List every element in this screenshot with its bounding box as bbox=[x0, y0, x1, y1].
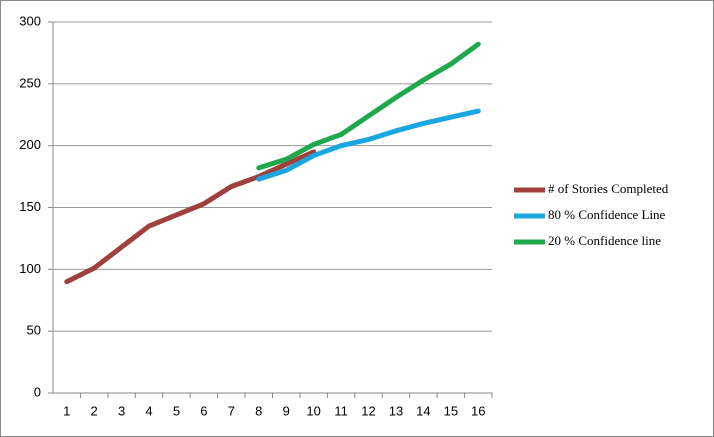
x-tick-label: 6 bbox=[200, 403, 207, 418]
x-tick-label: 10 bbox=[306, 403, 320, 418]
x-tick-label: 13 bbox=[389, 403, 403, 418]
legend-label: 20 % Confidence line bbox=[548, 233, 661, 248]
x-tick-label: 15 bbox=[444, 403, 458, 418]
series-line bbox=[256, 41, 481, 171]
x-tick-label: 3 bbox=[118, 403, 125, 418]
x-tick-label: 12 bbox=[361, 403, 375, 418]
y-tick-label: 300 bbox=[19, 13, 41, 28]
x-tick-label: 1 bbox=[63, 403, 70, 418]
x-tick-label: 5 bbox=[173, 403, 180, 418]
x-tick-label: 9 bbox=[283, 403, 290, 418]
series-line bbox=[64, 149, 317, 285]
x-tick-label: 4 bbox=[145, 403, 152, 418]
y-tick-label: 50 bbox=[27, 323, 41, 338]
x-tick-label: 8 bbox=[255, 403, 262, 418]
x-tick-label: 14 bbox=[416, 403, 430, 418]
x-tick-label: 2 bbox=[91, 403, 98, 418]
y-tick-label: 150 bbox=[19, 199, 41, 214]
y-tick-label: 0 bbox=[34, 384, 41, 399]
x-tick-label: 7 bbox=[228, 403, 235, 418]
x-tick-label: 11 bbox=[334, 403, 348, 418]
y-tick-label: 200 bbox=[19, 137, 41, 152]
y-tick-label: 250 bbox=[19, 75, 41, 90]
legend-label: # of Stories Completed bbox=[548, 181, 669, 196]
x-tick-label: 16 bbox=[471, 403, 485, 418]
legend-label: 80 % Confidence Line bbox=[548, 207, 666, 222]
y-tick-label: 100 bbox=[19, 261, 41, 276]
series-line bbox=[256, 108, 481, 182]
